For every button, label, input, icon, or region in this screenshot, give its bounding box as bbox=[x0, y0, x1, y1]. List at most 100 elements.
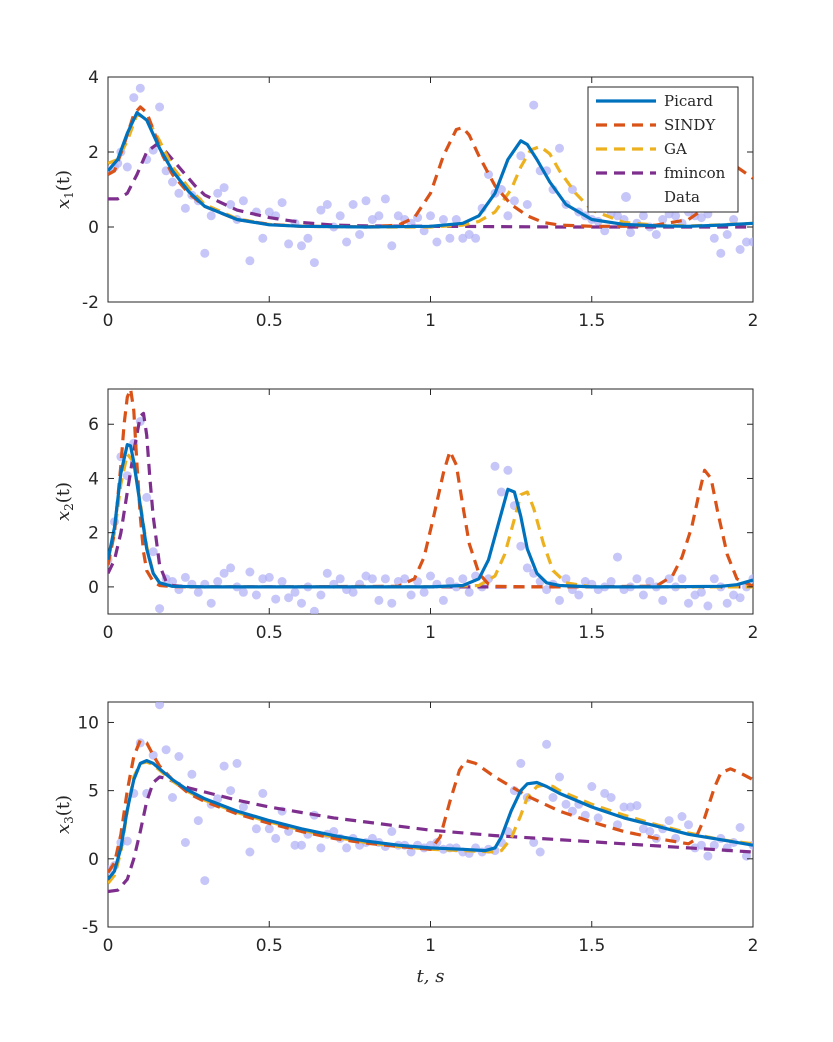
data-point bbox=[645, 577, 655, 586]
data-point bbox=[561, 574, 571, 584]
data-point bbox=[271, 594, 281, 604]
data-point bbox=[213, 577, 223, 586]
series-line-fmincon bbox=[108, 142, 753, 229]
data-point bbox=[522, 563, 532, 573]
data-point bbox=[316, 843, 326, 853]
data-point bbox=[496, 487, 506, 497]
data-point bbox=[135, 83, 145, 93]
data-point bbox=[703, 601, 713, 611]
data-point bbox=[638, 211, 648, 221]
data-point bbox=[380, 194, 390, 204]
y-axis-label: x2(t) bbox=[53, 482, 76, 521]
y-tick-label: 5 bbox=[88, 782, 99, 802]
data-point bbox=[122, 836, 132, 846]
data-point bbox=[496, 185, 506, 194]
data-point bbox=[193, 587, 203, 597]
data-point bbox=[206, 598, 216, 608]
x-tick-label: 1 bbox=[425, 936, 436, 956]
data-point bbox=[148, 547, 158, 557]
data-point bbox=[290, 587, 300, 597]
data-point bbox=[226, 786, 236, 796]
data-point bbox=[587, 782, 597, 791]
data-point bbox=[600, 788, 610, 798]
data-point bbox=[716, 248, 726, 258]
data-point bbox=[426, 571, 435, 581]
data-point bbox=[297, 840, 306, 850]
data-point bbox=[516, 541, 526, 551]
data-point bbox=[155, 102, 165, 112]
data-point bbox=[277, 198, 287, 208]
data-point bbox=[271, 833, 281, 843]
legend-label-data: Data bbox=[664, 188, 700, 206]
y-tick-label: 4 bbox=[88, 68, 99, 88]
data-point bbox=[168, 577, 177, 586]
data-point bbox=[258, 788, 268, 798]
x-tick-label: 2 bbox=[748, 936, 759, 956]
data-point bbox=[284, 593, 294, 603]
data-point bbox=[613, 820, 622, 830]
data-point bbox=[168, 177, 177, 187]
data-point bbox=[226, 563, 236, 573]
data-point bbox=[471, 233, 481, 243]
series-line-sindy bbox=[108, 389, 753, 589]
data-point bbox=[503, 211, 513, 221]
data-point bbox=[658, 215, 668, 224]
data-point bbox=[709, 840, 719, 850]
data-point bbox=[522, 200, 532, 209]
y-tick-label: 0 bbox=[88, 578, 99, 598]
legend-box bbox=[587, 86, 739, 213]
data-point bbox=[677, 812, 687, 821]
x-tick-label: 1.5 bbox=[578, 936, 605, 956]
data-point bbox=[297, 241, 306, 251]
legend-entry-picard: Picard bbox=[596, 92, 713, 110]
legend-entry-fmincon: fmincon bbox=[596, 164, 726, 182]
data-point bbox=[555, 143, 564, 153]
data-point bbox=[316, 205, 326, 215]
data-point bbox=[574, 590, 584, 600]
data-point bbox=[419, 587, 429, 597]
data-point bbox=[729, 215, 739, 224]
data-point bbox=[361, 196, 371, 206]
x-tick-label: 0.5 bbox=[256, 623, 283, 643]
x-tick-label: 2 bbox=[748, 623, 759, 643]
x-tick-label: 0 bbox=[103, 936, 114, 956]
data-point bbox=[374, 595, 384, 605]
data-point bbox=[400, 574, 410, 584]
data-point bbox=[516, 758, 526, 768]
data-point bbox=[735, 823, 745, 832]
data-point bbox=[187, 769, 197, 779]
x-tick-label: 1 bbox=[425, 623, 436, 643]
series-line-picard bbox=[108, 443, 753, 589]
data-point bbox=[426, 211, 435, 221]
data-point bbox=[180, 838, 190, 847]
data-point bbox=[651, 230, 661, 239]
data-point bbox=[626, 228, 635, 238]
data-point bbox=[238, 802, 248, 812]
data-point bbox=[432, 237, 442, 247]
data-point bbox=[219, 183, 229, 193]
x-tick-label: 0 bbox=[103, 311, 114, 331]
data-point bbox=[658, 595, 668, 605]
data-point bbox=[355, 230, 365, 239]
data-point bbox=[284, 239, 294, 249]
x-tick-label: 0.5 bbox=[256, 936, 283, 956]
data-point bbox=[335, 574, 345, 584]
data-point bbox=[342, 843, 352, 853]
data-point bbox=[645, 827, 655, 836]
data-point bbox=[309, 258, 319, 268]
data-point bbox=[277, 577, 287, 586]
data-point bbox=[509, 196, 519, 206]
data-point bbox=[322, 568, 332, 578]
data-point bbox=[297, 598, 306, 608]
series-line-sindy bbox=[108, 738, 753, 874]
data-point bbox=[696, 840, 706, 850]
data-point bbox=[264, 572, 274, 582]
legend-entry-ga: GA bbox=[596, 140, 687, 158]
data-point bbox=[200, 876, 210, 886]
data-point bbox=[122, 162, 132, 172]
data-point bbox=[742, 237, 751, 247]
data-point bbox=[735, 245, 745, 254]
data-point bbox=[142, 492, 152, 502]
